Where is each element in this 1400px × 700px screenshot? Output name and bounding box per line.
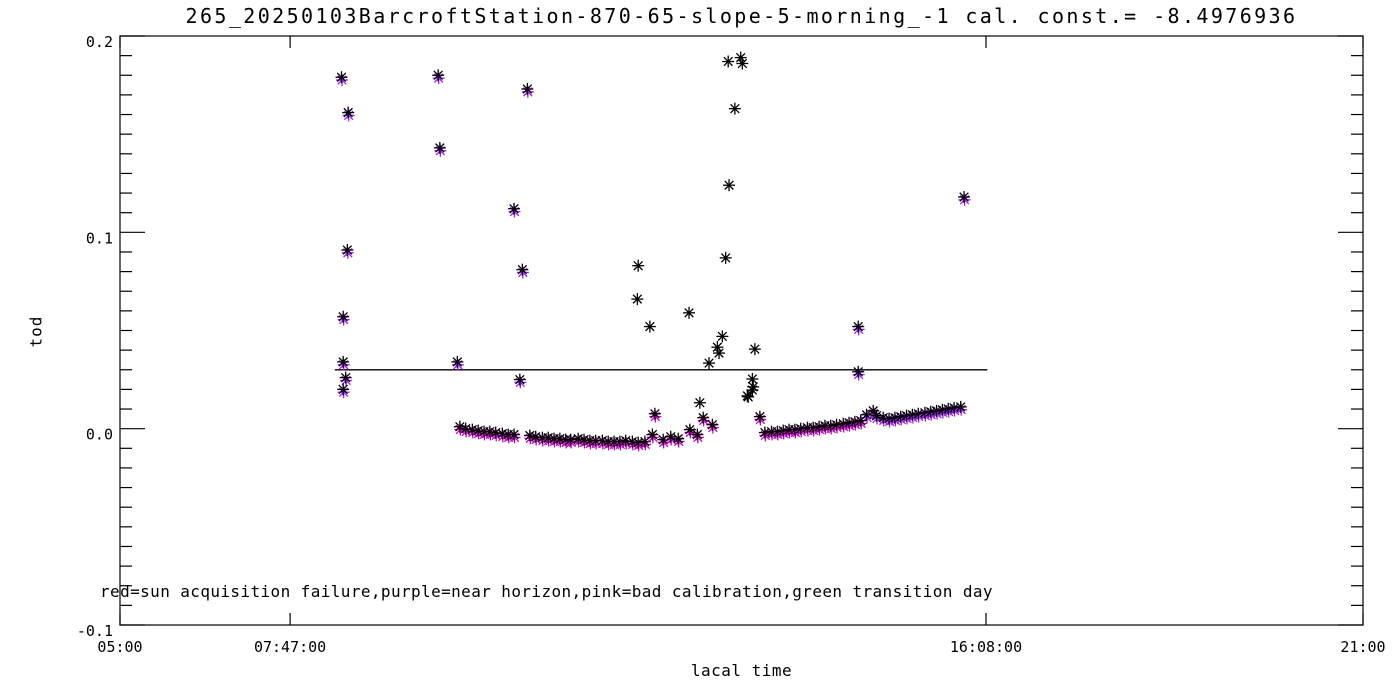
data-point-marker [336,382,350,397]
data-point-marker [702,356,716,370]
data-point-marker [336,310,350,324]
data-point-marker [722,178,736,192]
data-point-marker [735,56,750,71]
data-point-marker [954,400,968,414]
y-tick-label: -0.1 [77,622,113,640]
data-point-marker [957,190,971,204]
y-tick-label: 0.2 [86,33,113,51]
plot-frame [119,35,1364,626]
y-tick-label: 0.0 [86,426,113,444]
data-point-marker [682,306,696,320]
data-point-marker [513,372,527,387]
data-point-marker [693,396,707,410]
x-tick-label: 05:00 [97,638,142,656]
data-point-marker [645,427,660,442]
data-point-marker [431,68,445,82]
data-point-marker [721,54,735,69]
data-point-marker [507,427,521,442]
y-tick-label: 0.1 [86,229,113,247]
x-tick-label: 21:00 [1340,638,1385,656]
data-point-marker [719,251,733,265]
data-point-marker [450,355,464,369]
data-point-marker [648,407,662,421]
data-point-marker [507,202,521,216]
x-tick-label: 07:47:00 [254,638,326,656]
data-point-marker [851,365,865,379]
x-axis-label: lacal time [690,661,793,680]
data-point-marker [712,346,726,360]
data-point-marker [728,101,742,116]
data-point-marker [336,355,350,369]
data-point-marker [748,342,762,356]
data-point-marker [520,82,535,96]
data-point-marker [696,411,710,425]
data-point-marker [341,105,355,120]
data-point-marker [515,262,529,277]
data-point-marker [671,432,685,446]
data-point-marker [690,427,705,442]
data-point-marker [745,383,760,397]
data-point-marker [753,410,767,424]
data-point-marker [630,292,645,306]
data-point-marker [851,319,865,334]
color-legend-note: red=sun acquisition failure,purple=near … [100,582,993,601]
data-point-marker [715,329,730,344]
data-point-marker [705,418,720,432]
data-point-marker [854,413,868,428]
data-point-marker [433,141,447,155]
plot-title: 265_20250103BarcroftStation-870-65-slope… [185,4,1298,28]
data-point-marker [643,319,657,334]
data-point-marker [340,243,354,257]
data-point-marker [334,70,349,84]
x-tick-label: 16:08:00 [950,638,1022,656]
data-point-marker [631,259,645,273]
data-point-marker [339,370,353,385]
